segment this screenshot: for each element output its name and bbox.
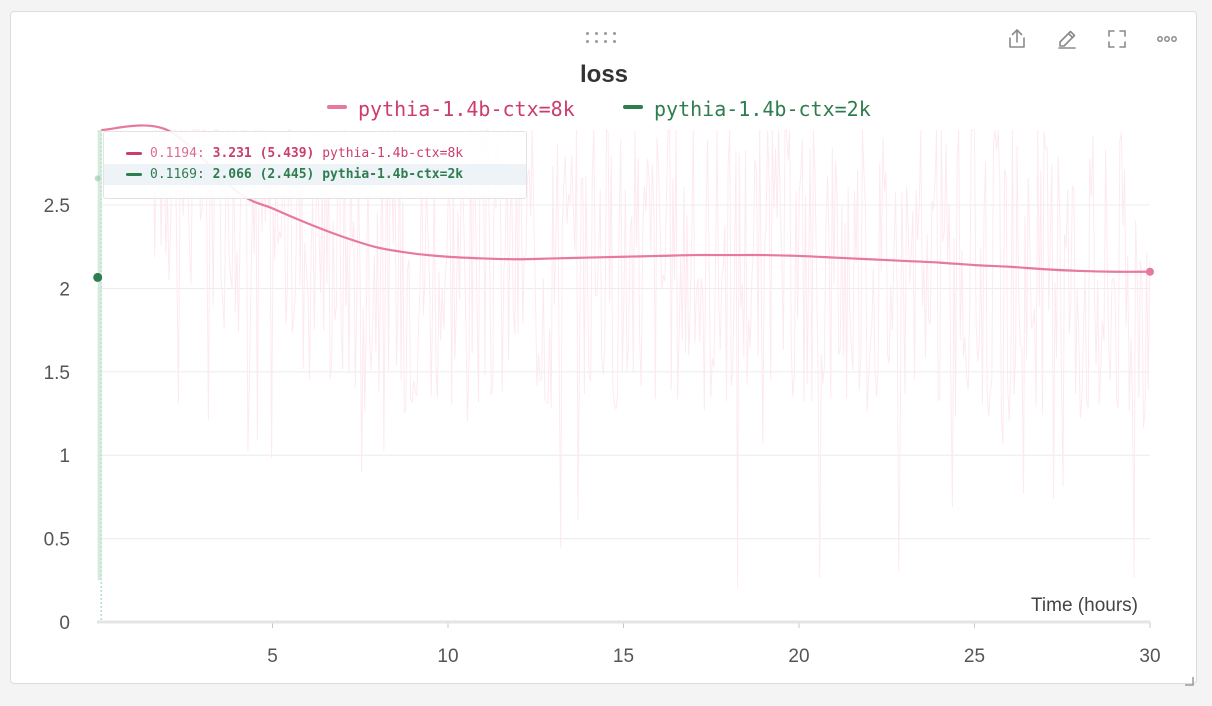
panel-toolbar (1002, 25, 1182, 53)
tooltip-value: 2.066 (212, 167, 252, 182)
tooltip-x-value: 0.1194: (150, 146, 205, 161)
resize-corner-icon[interactable] (1184, 671, 1194, 686)
y-tick-label: 2 (59, 279, 70, 300)
raw-line-8k (152, 128, 1151, 589)
x-tick-label: 30 (1139, 646, 1160, 667)
raw-series-2k (97, 130, 102, 581)
tooltip-run-name: pythia-1.4b-ctx=8k (322, 146, 464, 161)
legend-swatch-2k (623, 105, 643, 109)
x-tick-label: 25 (964, 646, 985, 667)
tooltip-swatch-8k (126, 152, 142, 155)
series-end-point-8k[interactable] (1146, 267, 1154, 276)
raw-series-8k (152, 128, 1151, 589)
hover-tooltip: 0.1194: 3.231 (5.439) pythia-1.4b-ctx=8k… (103, 131, 527, 199)
series-raw-point-2k (94, 175, 101, 182)
y-tick-label: 1 (59, 446, 70, 467)
series-point-2k[interactable] (93, 272, 103, 282)
y-tick-label: 2.5 (44, 196, 70, 217)
x-tick-label: 20 (788, 646, 809, 667)
legend-label-2k[interactable]: pythia-1.4b-ctx=2k (654, 97, 871, 121)
tooltip-x-value: 0.1169: (150, 167, 205, 182)
y-tick-label: 1.5 (44, 363, 70, 384)
y-tick-label: 0 (59, 613, 70, 634)
tooltip-row-2k: 0.1169: 2.066 (2.445) pythia-1.4b-ctx=2k (104, 164, 526, 185)
legend: pythia-1.4b-ctx=8k pythia-1.4b-ctx=2k (327, 97, 871, 121)
x-tick-label: 10 (437, 646, 458, 667)
share-icon[interactable] (1002, 25, 1032, 53)
x-axis-ticks: 5 10 15 20 25 30 (267, 622, 1161, 667)
drag-handle-icon[interactable] (586, 30, 622, 44)
tooltip-raw-value: (2.445) (259, 167, 315, 182)
fullscreen-icon[interactable] (1102, 25, 1132, 53)
more-icon[interactable] (1152, 25, 1182, 53)
chart-title: loss (580, 61, 628, 88)
legend-swatch-8k (327, 105, 347, 109)
y-tick-label: 0.5 (44, 530, 70, 551)
series-line-8k[interactable] (101, 124, 1151, 273)
legend-label-8k[interactable]: pythia-1.4b-ctx=8k (358, 97, 575, 121)
tooltip-run-name: pythia-1.4b-ctx=2k (322, 167, 464, 182)
x-tick-label: 15 (613, 646, 634, 667)
x-tick-label: 5 (267, 646, 278, 667)
x-axis-label: Time (hours) (1031, 595, 1138, 616)
tooltip-value: 3.231 (212, 146, 252, 161)
tooltip-raw-value: (5.439) (259, 146, 315, 161)
pencil-icon[interactable] (1052, 25, 1082, 53)
tooltip-row-8k: 0.1194: 3.231 (5.439) pythia-1.4b-ctx=8k (104, 143, 526, 164)
tooltip-swatch-2k (126, 173, 142, 176)
y-axis-ticks: 0 0.5 1 1.5 2 2.5 (44, 196, 70, 634)
